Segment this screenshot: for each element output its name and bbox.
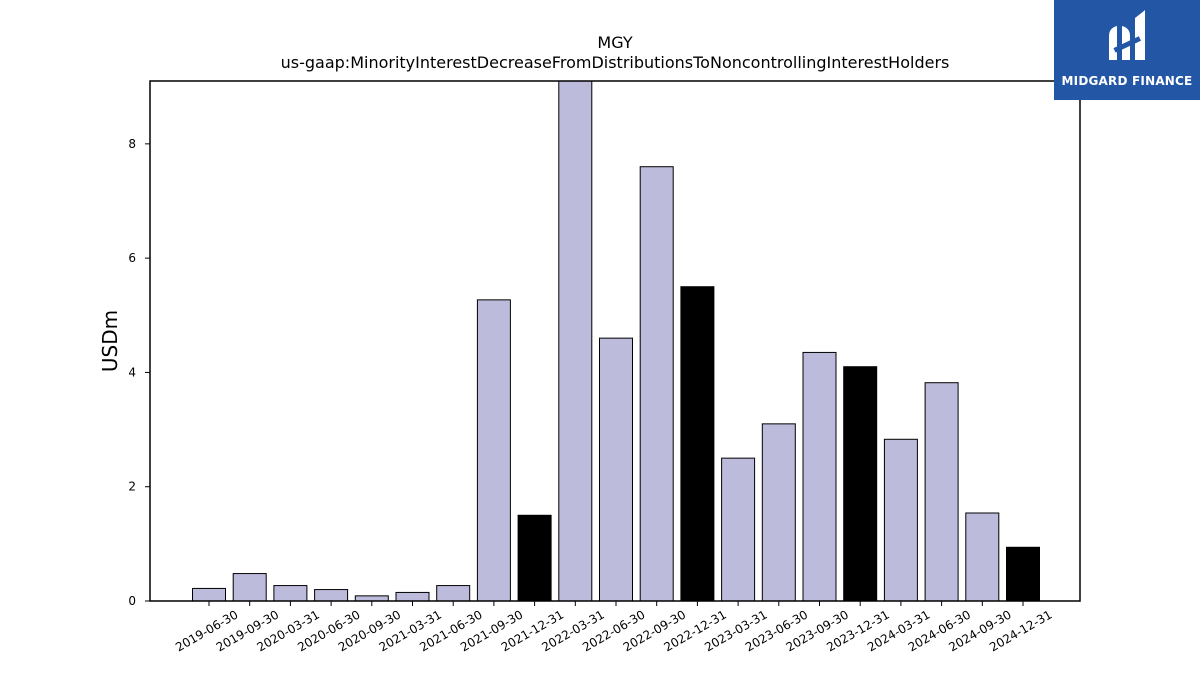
bar-2024-12-31 <box>1006 546 1040 602</box>
bar-2021-09-30 <box>476 299 511 602</box>
bar-2023-03-31 <box>721 457 756 602</box>
bar-2021-12-31 <box>517 514 552 602</box>
bar-2020-09-30 <box>354 595 389 602</box>
y-tick-label: 2 <box>128 480 136 494</box>
y-tick-label: 4 <box>128 365 136 379</box>
bar-2022-09-30 <box>639 166 674 602</box>
bar-2024-06-30 <box>924 382 959 602</box>
bar-2020-06-30 <box>314 589 349 602</box>
y-tick-label: 0 <box>128 594 136 608</box>
bar-2021-03-31 <box>395 591 430 602</box>
plot-frame <box>149 80 1081 602</box>
logo-mark-icon <box>1103 8 1151 72</box>
y-axis-label: USDm <box>98 310 122 372</box>
chart-title: MGY <box>597 33 632 52</box>
bar-2022-03-31 <box>558 80 593 602</box>
y-tick-label: 6 <box>128 251 136 265</box>
bar-2021-06-30 <box>436 585 471 602</box>
bar-2019-09-30 <box>232 573 267 602</box>
bar-2019-06-30 <box>192 587 226 602</box>
x-ticks-group: 2019-06-302019-09-302020-03-312020-06-30… <box>173 601 1055 654</box>
y-tick-label: 8 <box>128 137 136 151</box>
bar-2023-12-31 <box>843 366 878 602</box>
y-ticks-group: 0 2 4 6 8 <box>128 137 150 608</box>
chart-subtitle: us-gaap:MinorityInterestDecreaseFromDist… <box>281 53 950 72</box>
logo-text: MIDGARD FINANCE <box>1061 74 1193 88</box>
bars-group <box>192 80 1040 602</box>
bar-2020-03-31 <box>273 585 308 602</box>
bar-2023-06-30 <box>761 423 796 602</box>
bar-2024-03-31 <box>883 438 918 602</box>
bar-2024-09-30 <box>965 512 1000 602</box>
logo: MIDGARD FINANCE <box>1054 0 1200 100</box>
bar-2022-06-30 <box>599 337 633 602</box>
bar-2022-12-31 <box>680 286 715 602</box>
bar-2023-09-30 <box>802 351 837 602</box>
